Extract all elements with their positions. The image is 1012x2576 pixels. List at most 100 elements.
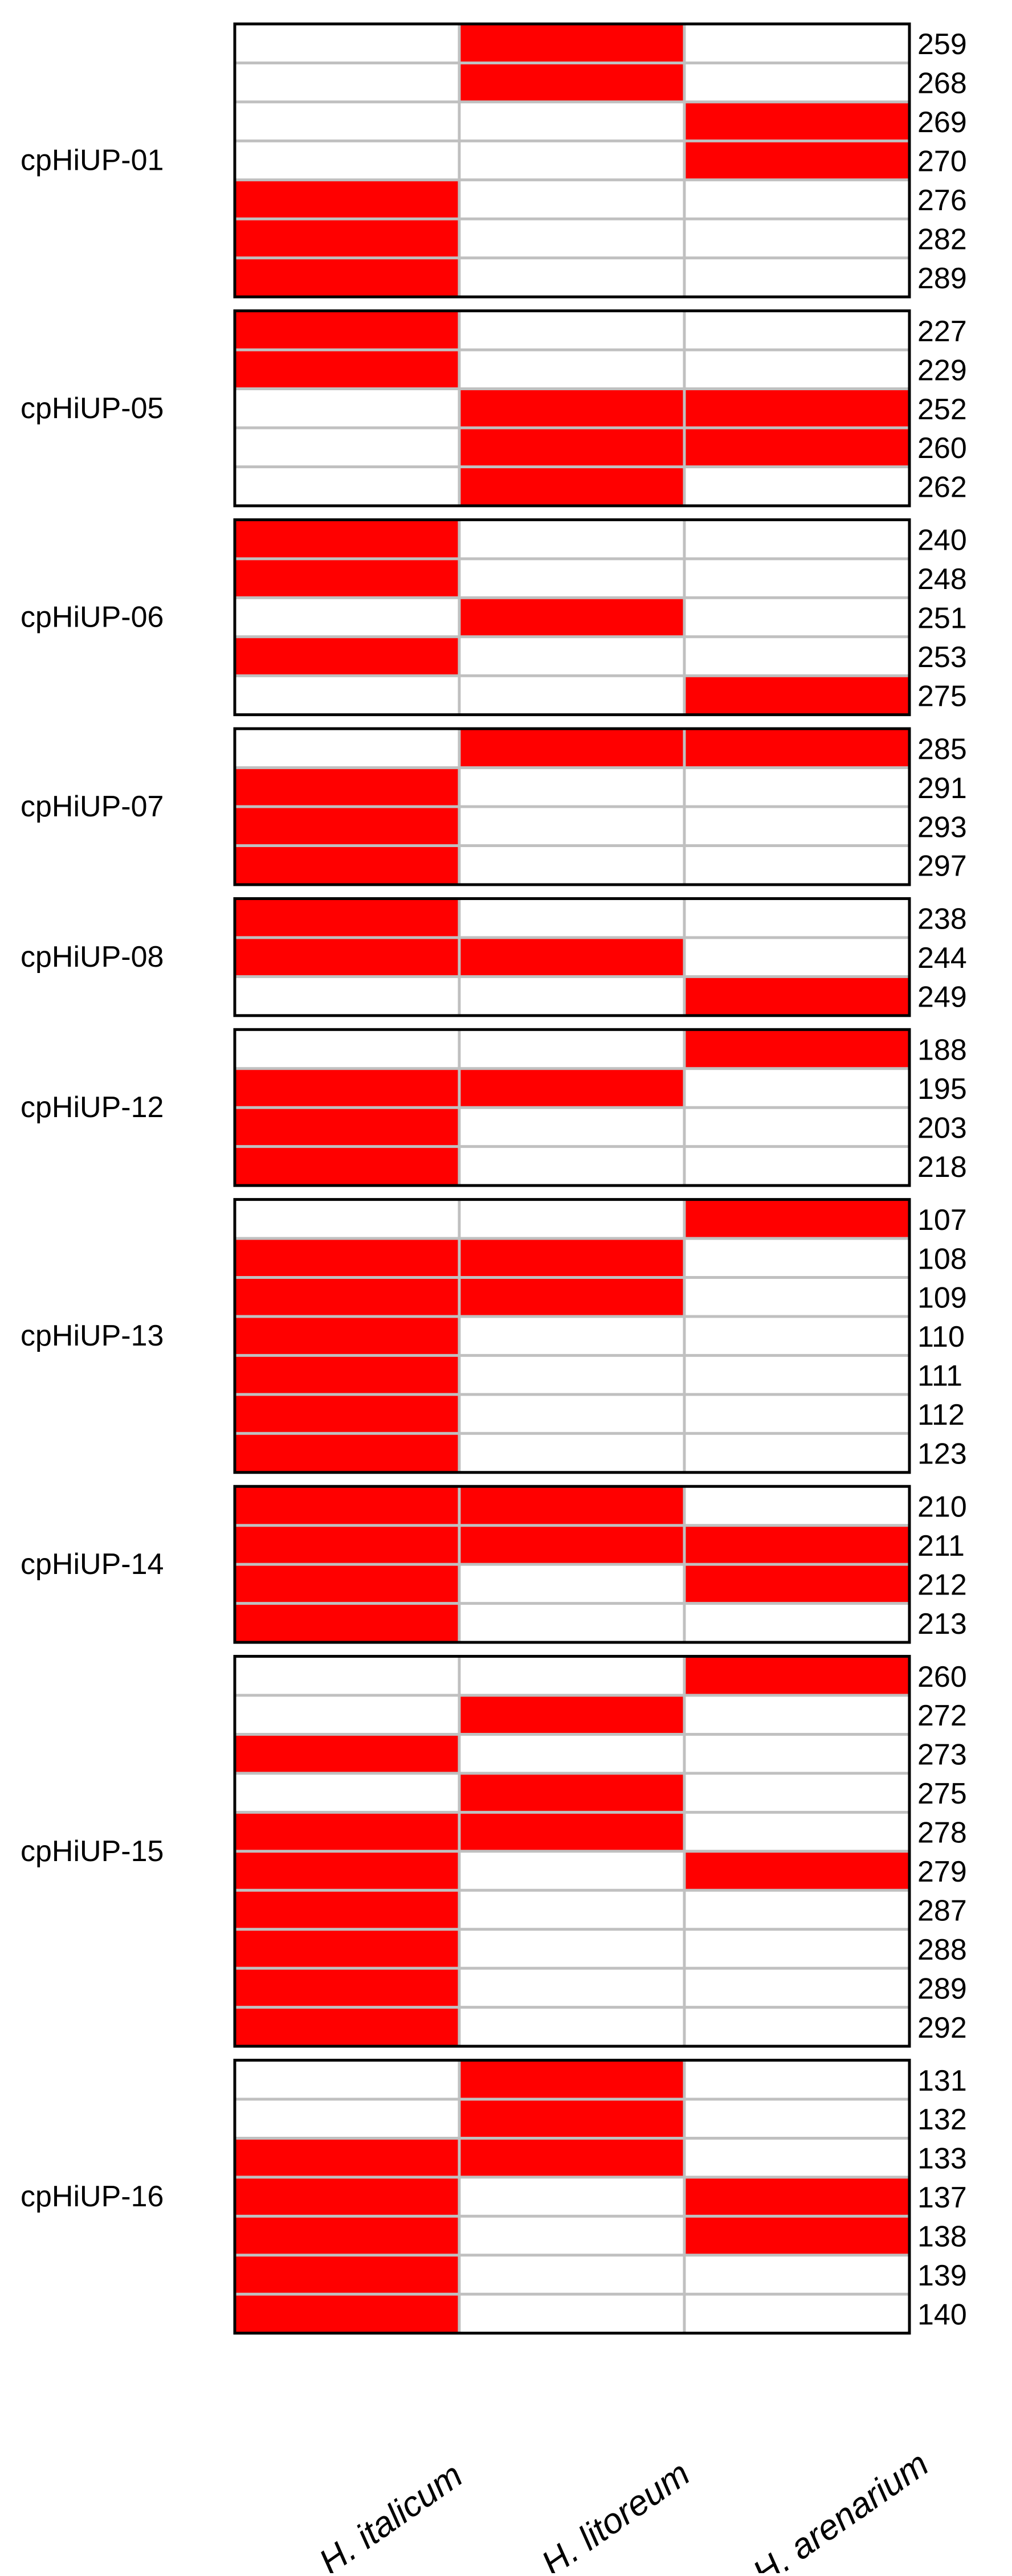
presence-cell (235, 1603, 459, 1643)
absence-cell (235, 101, 459, 141)
allele-label: 275 (917, 680, 967, 713)
absence-cell (684, 598, 909, 637)
presence-cell (235, 1525, 459, 1565)
presence-cell (459, 2060, 684, 2099)
absence-cell (684, 179, 909, 219)
absence-cell (684, 1929, 909, 1969)
locus-label: cpHiUP-13 (21, 1319, 164, 1352)
absence-cell (459, 1199, 684, 1239)
presence-cell (235, 1486, 459, 1526)
presence-cell (235, 1107, 459, 1147)
presence-cell (459, 1068, 684, 1108)
absence-cell (684, 2255, 909, 2295)
allele-label: 262 (917, 471, 967, 504)
presence-cell (235, 1564, 459, 1604)
allele-label: 213 (917, 1608, 967, 1641)
absence-cell (459, 2177, 684, 2217)
absence-cell (235, 676, 459, 715)
allele-label: 210 (917, 1490, 967, 1523)
allele-label: 249 (917, 981, 967, 1014)
absence-cell (459, 1564, 684, 1604)
presence-cell (684, 2177, 909, 2217)
locus-block: cpHiUP-05 227 229 252 260 262 (21, 309, 967, 508)
allele-label: 137 (917, 2181, 967, 2214)
allele-label: 293 (917, 811, 967, 844)
presence-cell (684, 676, 909, 715)
presence-cell (684, 1564, 909, 1604)
presence-cell (235, 1734, 459, 1773)
allele-label: 212 (917, 1568, 967, 1601)
absence-cell (235, 63, 459, 102)
absence-cell (684, 807, 909, 846)
presence-cell (235, 1146, 459, 1186)
presence-cell (235, 807, 459, 846)
presence-cell (235, 2255, 459, 2295)
species-column-label: H. litoreum (534, 2454, 697, 2573)
absence-cell (684, 1146, 909, 1186)
absence-cell (684, 937, 909, 977)
absence-cell (684, 1355, 909, 1395)
absence-cell (235, 598, 459, 637)
presence-cell (235, 1394, 459, 1434)
absence-cell (459, 636, 684, 676)
species-column-label: H. italicum (312, 2455, 470, 2573)
allele-label: 111 (917, 1360, 962, 1393)
allele-label: 279 (917, 1855, 967, 1888)
allele-label: 227 (917, 315, 967, 348)
presence-cell (459, 1525, 684, 1565)
presence-cell (459, 1238, 684, 1278)
absence-cell (459, 2216, 684, 2255)
absence-cell (235, 1773, 459, 1813)
absence-cell (684, 1695, 909, 1735)
allele-label: 203 (917, 1111, 967, 1144)
absence-cell (459, 1107, 684, 1147)
presence-cell (459, 1486, 684, 1526)
presence-cell (235, 520, 459, 559)
absence-cell (684, 467, 909, 506)
presence-cell (459, 1812, 684, 1851)
presence-cell (235, 2007, 459, 2047)
presence-cell (235, 1851, 459, 1891)
presence-cell (684, 2216, 909, 2255)
allele-label: 282 (917, 223, 967, 256)
absence-cell (459, 257, 684, 297)
absence-cell (684, 63, 909, 102)
presence-cell (235, 2294, 459, 2333)
locus-label: cpHiUP-15 (21, 1835, 164, 1868)
presence-cell (235, 2216, 459, 2255)
presence-cell (684, 101, 909, 141)
locus-border (233, 897, 911, 1017)
presence-cell (235, 1968, 459, 2007)
allele-label: 288 (917, 1933, 967, 1966)
allele-label: 218 (917, 1151, 967, 1184)
allele-label: 287 (917, 1894, 967, 1927)
absence-cell (684, 898, 909, 938)
locus-border (233, 727, 911, 886)
absence-cell (459, 2294, 684, 2333)
locus-label: cpHiUP-01 (21, 144, 164, 177)
presence-cell (684, 1851, 909, 1891)
presence-cell (235, 636, 459, 676)
locus-border (233, 518, 911, 717)
allele-label: 110 (917, 1320, 965, 1354)
allele-label: 270 (917, 145, 967, 178)
presence-cell (459, 2099, 684, 2139)
presence-cell (235, 767, 459, 807)
presence-cell (459, 729, 684, 768)
absence-cell (235, 976, 459, 1016)
presence-cell (459, 937, 684, 977)
absence-cell (684, 2060, 909, 2099)
absence-cell (684, 845, 909, 885)
absence-cell (684, 767, 909, 807)
absence-cell (684, 520, 909, 559)
absence-cell (235, 141, 459, 180)
presence-cell (684, 1656, 909, 1695)
presence-cell (459, 1773, 684, 1813)
absence-cell (235, 1695, 459, 1735)
locus-border (233, 2059, 911, 2335)
allele-label: 253 (917, 641, 967, 674)
allele-label: 269 (917, 106, 967, 139)
locus-label: cpHiUP-16 (21, 2180, 164, 2213)
absence-cell (684, 1433, 909, 1473)
